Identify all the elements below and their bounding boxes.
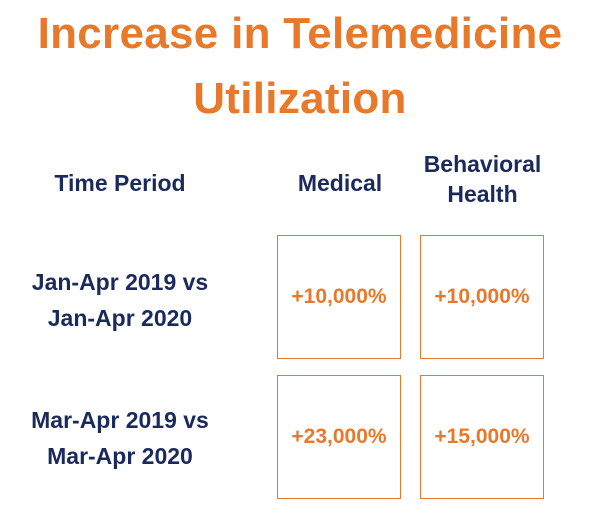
column-header-behavioral-line-1: Behavioral xyxy=(423,151,542,177)
row-label-jan-apr-line-1: Jan-Apr 2019 vs xyxy=(31,269,209,295)
row-label-mar-apr: Mar-Apr 2019 vs Mar-Apr 2020 xyxy=(0,402,240,474)
chart-title-line-1: Increase in Telemedicine xyxy=(37,9,563,58)
cell-medical-mar-apr: +23,000% xyxy=(277,375,401,499)
column-header-time-period: Time Period xyxy=(20,168,220,198)
cell-behavioral-mar-apr: +15,000% xyxy=(420,375,544,499)
row-label-jan-apr: Jan-Apr 2019 vs Jan-Apr 2020 xyxy=(0,264,240,336)
cell-behavioral-jan-apr: +10,000% xyxy=(420,235,544,359)
row-label-mar-apr-line-2: Mar-Apr 2020 xyxy=(47,443,193,469)
column-header-medical-line-1: Medical xyxy=(297,170,383,196)
chart-title-line-2: Utilization xyxy=(193,74,407,123)
column-header-medical: Medical xyxy=(270,168,410,198)
column-header-behavioral-line-2: Health xyxy=(447,181,518,207)
row-label-mar-apr-line-1: Mar-Apr 2019 vs xyxy=(31,407,209,433)
column-header-time-period-line-1: Time Period xyxy=(54,170,186,196)
column-header-behavioral-health: Behavioral Health xyxy=(405,149,560,209)
row-label-jan-apr-line-2: Jan-Apr 2020 xyxy=(47,305,193,331)
cell-medical-jan-apr: +10,000% xyxy=(277,235,401,359)
